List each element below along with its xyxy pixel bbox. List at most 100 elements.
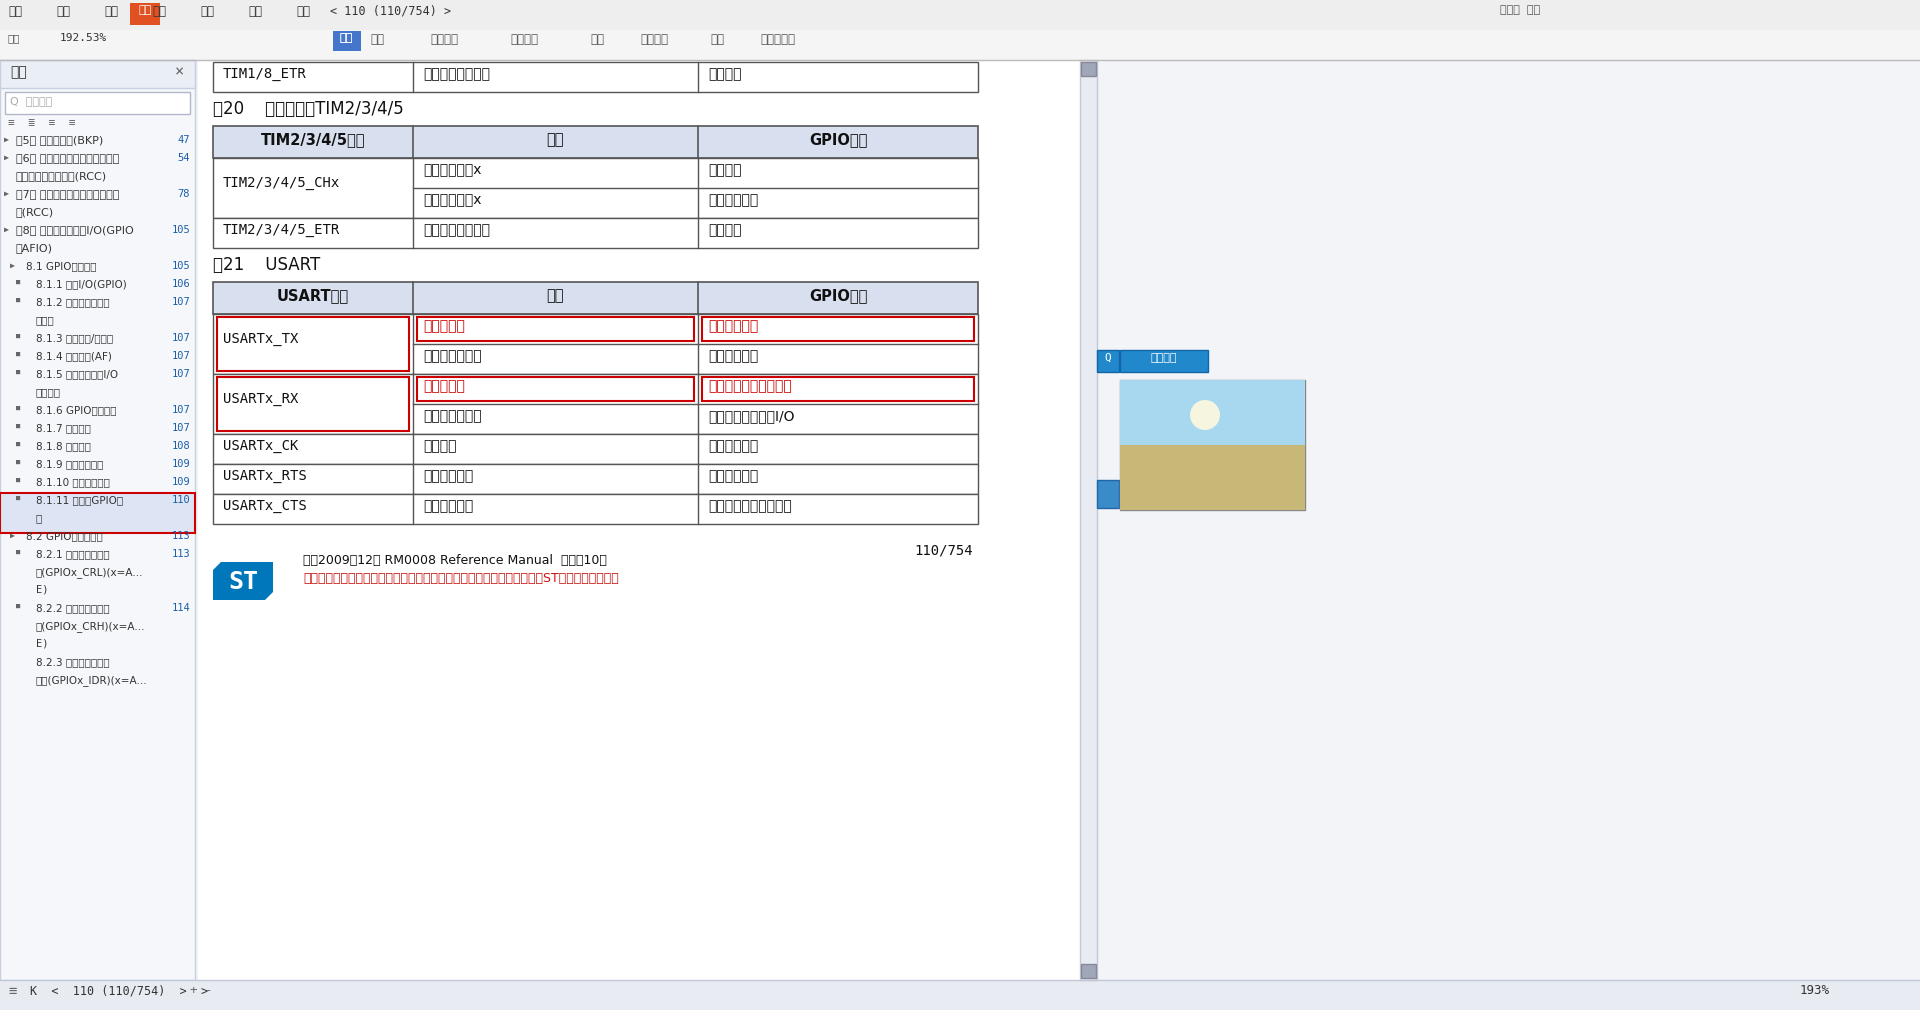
Text: 器(GPIOx_CRL)(x=A...: 器(GPIOx_CRL)(x=A... [36,567,144,578]
Text: 110/754: 110/754 [914,544,973,558]
Text: 第5章 备份寄存器(BKP): 第5章 备份寄存器(BKP) [15,135,104,145]
Bar [703,317,973,341]
Text: 106: 106 [171,279,190,289]
Text: 107: 107 [171,333,190,343]
Text: 8.2.1 端口配置低寄存: 8.2.1 端口配置低寄存 [36,549,109,559]
Text: ≡: ≡ [8,984,17,998]
Bar [703,377,973,401]
Bar [213,218,977,248]
Text: 转换: 转换 [296,5,309,18]
Bar [213,62,977,92]
Text: Q: Q [1104,354,1112,363]
Text: 8.1.5 软件重新映射I/O: 8.1.5 软件重新映射I/O [36,369,119,379]
Text: 8.1.7 输入配置: 8.1.7 输入配置 [36,423,90,433]
Text: ▶: ▶ [4,189,10,198]
Text: 107: 107 [171,369,190,379]
Bar [417,317,693,341]
Bar [0,0,1920,30]
Text: 全双工模式: 全双工模式 [422,319,465,333]
Text: ▶: ▶ [4,225,10,234]
Text: 107: 107 [171,351,190,361]
Text: 文件: 文件 [8,5,21,18]
Text: USART引脚: USART引脚 [276,288,349,303]
Bar [213,314,977,374]
Text: TIM2/3/4/5引脚: TIM2/3/4/5引脚 [261,132,365,147]
Bar [217,377,409,431]
Text: 表20    通用定时器TIM2/3/4/5: 表20 通用定时器TIM2/3/4/5 [213,100,403,118]
Text: 109: 109 [171,459,190,469]
Text: 连续阅读: 连续阅读 [430,33,459,46]
Text: 浮空输入: 浮空输入 [708,163,741,177]
Text: 品的复位和时钟控制(RCC): 品的复位和时钟控制(RCC) [15,171,108,181]
Polygon shape [213,562,273,600]
Text: 第6章 小容量、中容量和大容量产: 第6章 小容量、中容量和大容量产 [15,153,119,163]
Text: 手型: 手型 [8,33,21,43]
Text: 页面: 页面 [200,5,213,18]
Text: 8.1.8 输出配置: 8.1.8 输出配置 [36,441,90,451]
Text: GPIO配置: GPIO配置 [808,288,868,303]
Text: 54: 54 [177,153,190,163]
Text: 截图和对比: 截图和对比 [760,33,795,46]
Text: ■: ■ [15,459,21,465]
Text: ■: ■ [15,495,21,501]
Text: ▶: ▶ [10,531,15,540]
Bar [1079,60,1096,980]
Text: 压缩: 压缩 [710,33,724,46]
Text: Q  书签搜索: Q 书签搜索 [10,96,52,106]
Text: 全文翻译: 全文翻译 [639,33,668,46]
Circle shape [1190,400,1219,430]
Bar [1119,445,1306,510]
Text: 47: 47 [177,135,190,145]
Bar [417,377,693,401]
Text: 工具: 工具 [56,5,69,18]
Text: 193%: 193% [1801,984,1830,997]
Text: 8.1.1 通用I/O(GPIO): 8.1.1 通用I/O(GPIO) [36,279,127,289]
Bar [0,60,196,88]
Text: 开始: 开始 [138,5,152,15]
Text: 105: 105 [171,225,190,235]
Text: 位清除: 位清除 [36,315,56,325]
Text: 推挽复用输出: 推挽复用输出 [708,349,758,363]
Text: 未用，可作为通用I/O: 未用，可作为通用I/O [708,409,795,423]
Text: 8.2 GPIO寄存器描述: 8.2 GPIO寄存器描述 [27,531,104,541]
Text: 同步模式: 同步模式 [422,439,457,453]
Text: ■: ■ [15,423,21,429]
Bar [213,374,977,434]
Text: 192.53%: 192.53% [60,33,108,43]
Text: ST: ST [228,570,257,594]
Text: 第8章 通用和复用功能I/O(GPIO: 第8章 通用和复用功能I/O(GPIO [15,225,134,235]
Text: ▶: ▶ [4,135,10,144]
Text: ≡  ≣  ≡  ≡: ≡ ≣ ≡ ≡ [8,118,75,128]
Bar [213,464,977,494]
Text: 本译文仅供参考，如有翻译错误，请以英文原稿为准。请读者随时注意在ST网站下载更新版本: 本译文仅供参考，如有翻译错误，请以英文原稿为准。请读者随时注意在ST网站下载更新… [303,572,618,585]
Text: 半双工同步模式: 半双工同步模式 [422,349,482,363]
Bar [0,60,196,980]
Bar [213,494,977,524]
Text: 表21    USART: 表21 USART [213,256,321,274]
Text: 114: 114 [171,603,190,613]
Text: 8.1.9 复用功能配置: 8.1.9 复用功能配置 [36,459,104,469]
Text: 制(RCC): 制(RCC) [15,207,54,217]
Text: 外部触发时钟输入: 外部触发时钟输入 [422,223,490,237]
Text: TIM2/3/4/5_ETR: TIM2/3/4/5_ETR [223,223,340,237]
Bar [1081,964,1096,978]
Text: ■: ■ [15,369,21,375]
Bar [213,434,977,464]
Text: 在线上传: 在线上传 [1150,354,1177,363]
Text: < 110 (110/754) >: < 110 (110/754) > [330,5,451,18]
Text: ×: × [175,64,184,79]
Text: 8.1.4 复用功能(AF): 8.1.4 复用功能(AF) [36,351,111,361]
Text: 输出比较通道x: 输出比较通道x [422,193,482,207]
Text: USARTx_CK: USARTx_CK [223,439,298,453]
Text: 8.2.2 端口配置高寄存: 8.2.2 端口配置高寄存 [36,603,109,613]
Text: 推挽复用输出: 推挽复用输出 [708,319,758,333]
Bar [217,317,409,371]
Text: 外部触发时钟输入: 外部触发时钟输入 [422,67,490,81]
Text: 器(GPIOx_CRH)(x=A...: 器(GPIOx_CRH)(x=A... [36,621,146,632]
Text: GPIO配置: GPIO配置 [808,132,868,147]
Text: 8.1.2 单独的位设置或: 8.1.2 单独的位设置或 [36,297,109,307]
Text: 置: 置 [36,513,42,523]
Bar [1119,380,1306,445]
Text: 半双工同步模式: 半双工同步模式 [422,409,482,423]
Text: 8.1.6 GPIO锁定机制: 8.1.6 GPIO锁定机制 [36,405,117,415]
